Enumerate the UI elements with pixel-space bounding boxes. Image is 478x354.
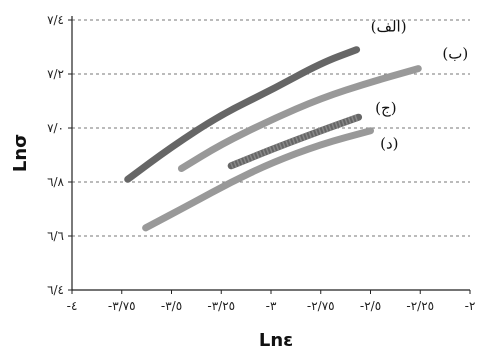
series-line (124, 46, 361, 183)
series-label: (ب) (442, 45, 468, 63)
series-line (177, 65, 422, 172)
y-tick-label: ٧/٤ (47, 13, 64, 27)
x-tick-label: -٣/٢٥ (207, 299, 235, 313)
series-line (142, 127, 374, 232)
y-tick-label: ٦/٨ (47, 175, 64, 189)
axes (68, 16, 471, 294)
x-tick-label: -٢ (465, 299, 476, 313)
x-tick-label: -٣/٥ (161, 299, 182, 313)
x-tick-label: -٢/٢٥ (406, 299, 434, 313)
series-label: (ج) (375, 99, 396, 117)
x-tick-label: -٣/٧٥ (108, 299, 136, 313)
grid-lines (72, 19, 470, 237)
x-tick-label: -٤ (67, 299, 78, 313)
series-label: (د) (380, 135, 398, 153)
series-label: (الف) (371, 18, 407, 36)
series-lines (124, 46, 422, 232)
labels: ٦/٤ ٦/٦ ٦/٨ ٧/٠ ٧/٢ ٧/٤ -٤ -٣/٧٥ -٣/٥ -٣/٢٥ -٣ -٢/٧… (47, 13, 475, 313)
x-axis-title: Lnε (259, 330, 293, 351)
y-axis-title: Lnσ (10, 134, 31, 172)
y-tick-label: ٧/٠ (47, 121, 64, 135)
x-tick-label: -٣ (266, 299, 277, 313)
series-texture (229, 113, 360, 170)
y-tick-label: ٧/٢ (47, 67, 64, 81)
y-tick-label: ٦/٤ (47, 283, 64, 297)
y-tick-label: ٦/٦ (47, 229, 64, 243)
x-tick-label: -٢/٥ (360, 299, 381, 313)
x-tick-label: -٢/٧٥ (307, 299, 335, 313)
